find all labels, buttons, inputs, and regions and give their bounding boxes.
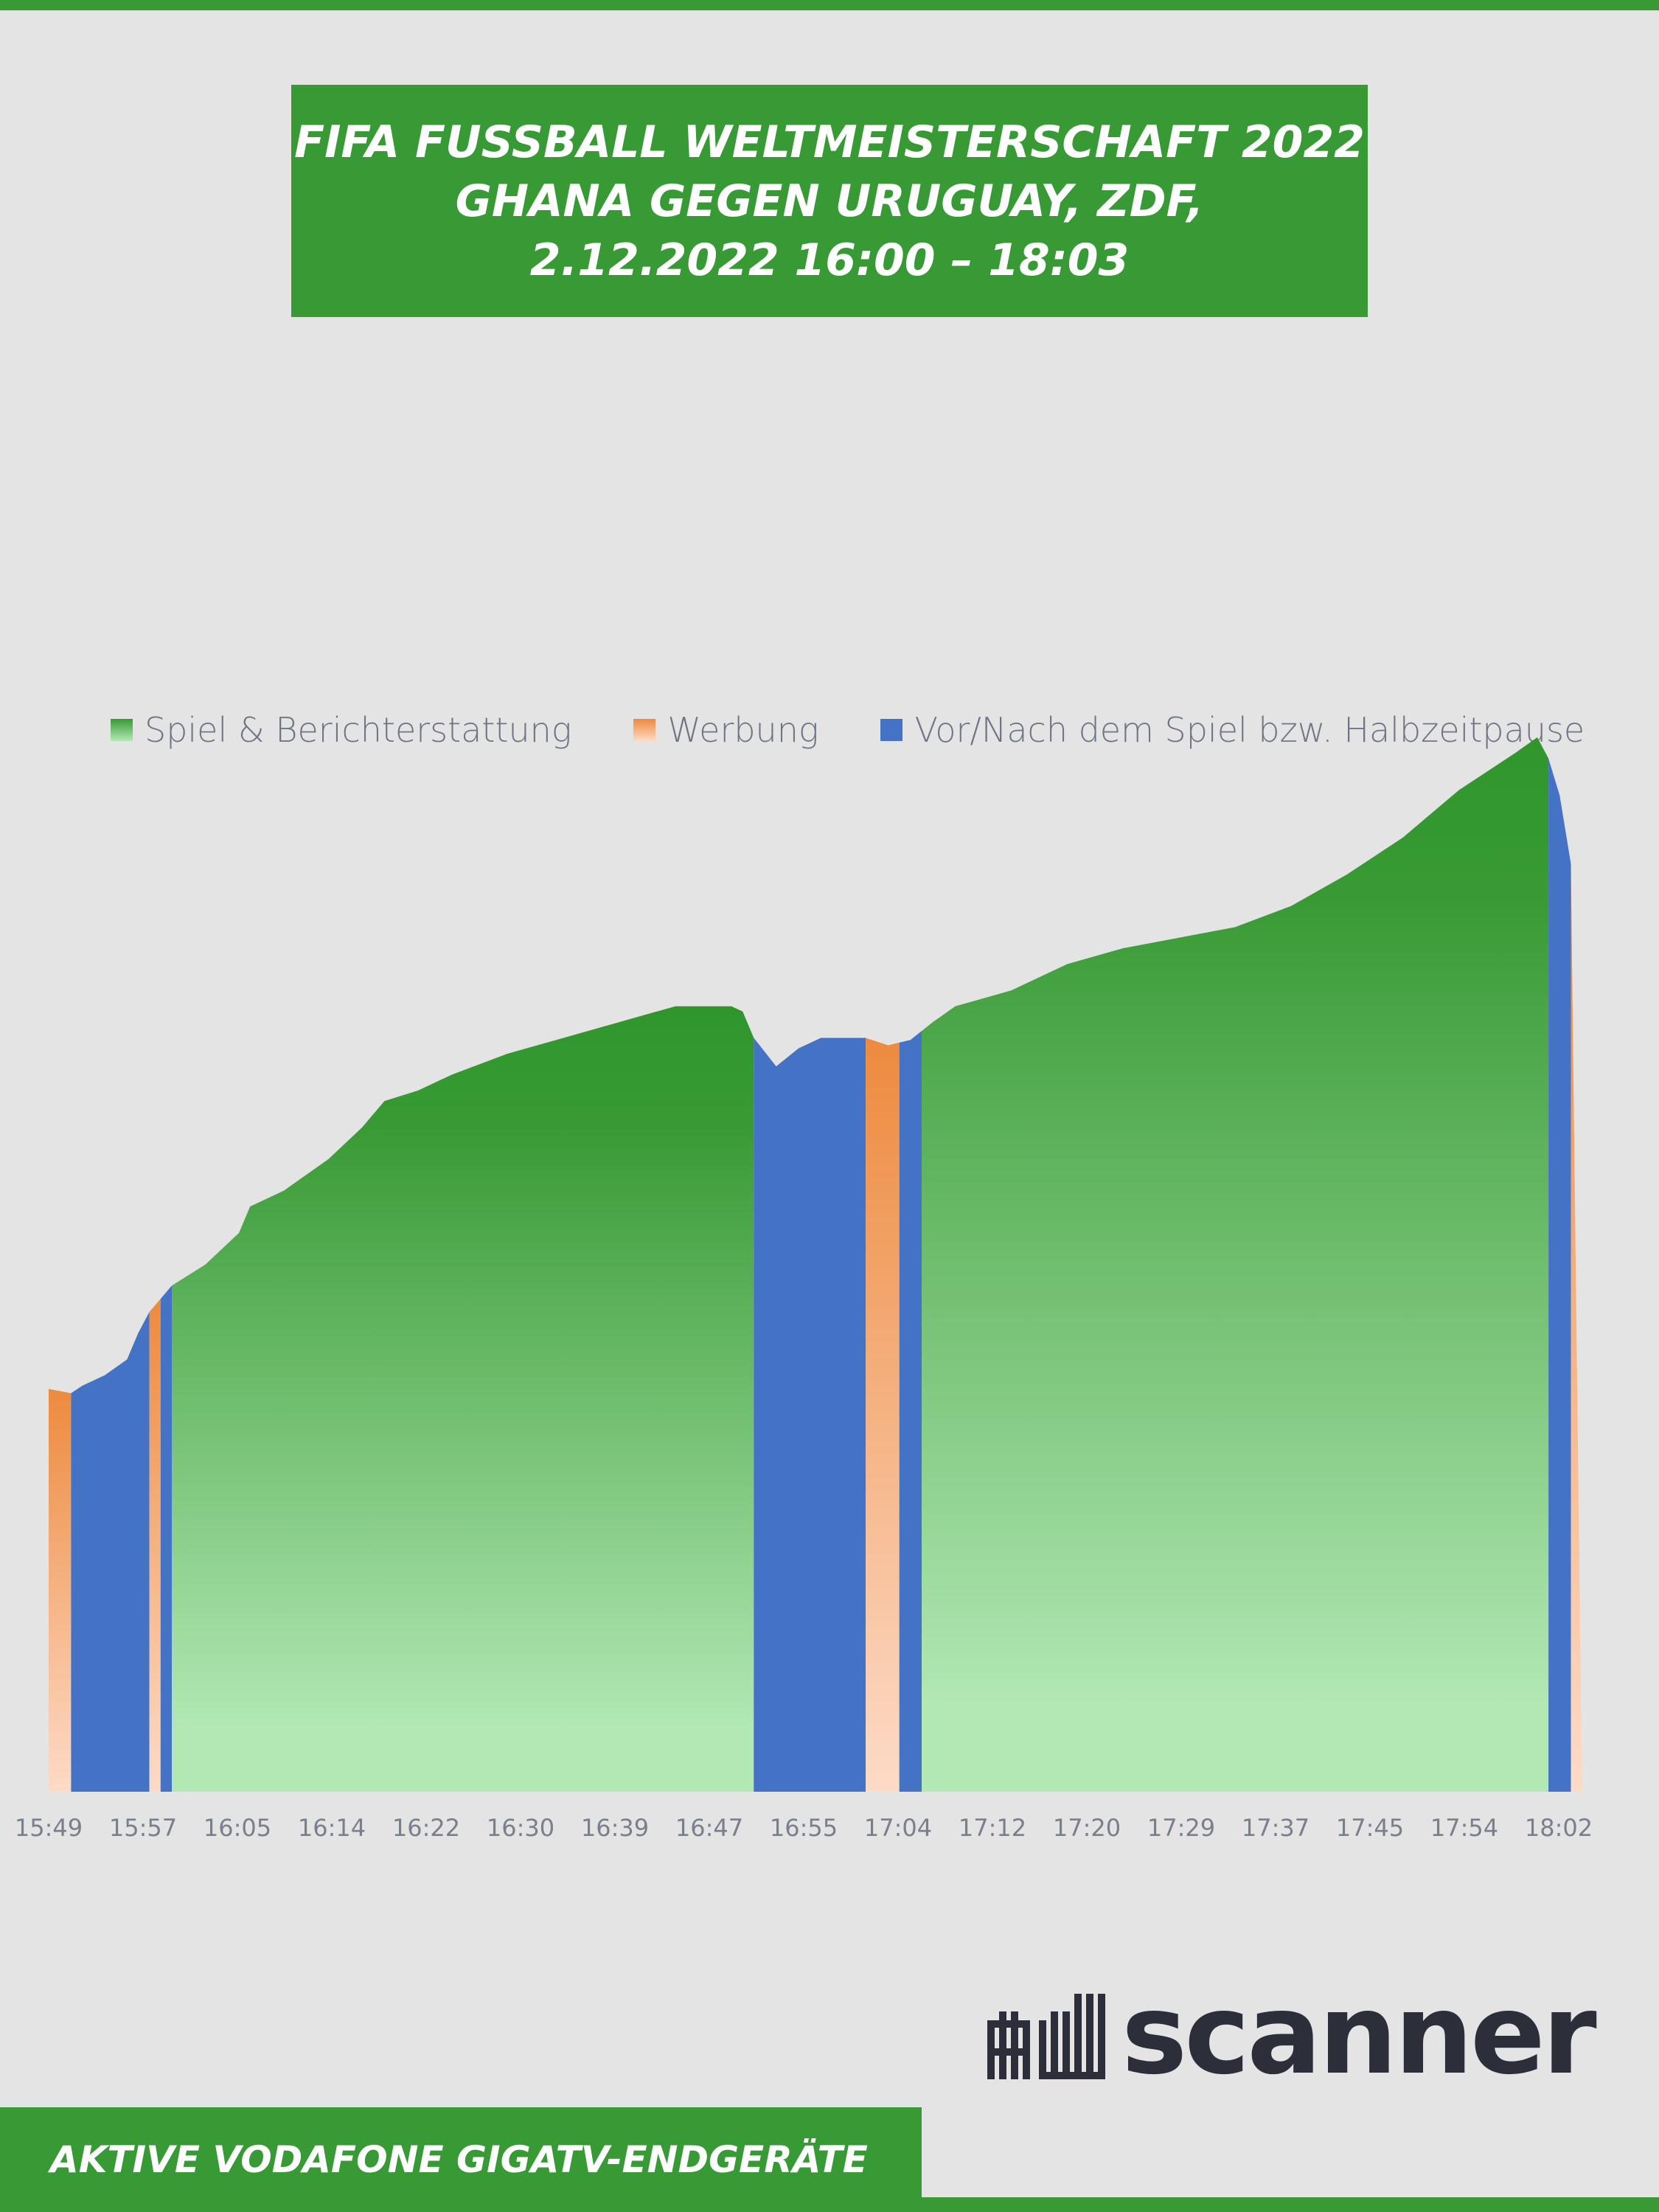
legend: Spiel & Berichterstattung Werbung Vor/Na… bbox=[111, 706, 1646, 754]
x-tick-label: 16:14 bbox=[298, 1814, 366, 1842]
chart-title: FIFA FUSSBALL WELTMEISTERSCHAFT 2022 GHA… bbox=[294, 116, 1365, 286]
area-segments bbox=[49, 737, 1582, 1792]
x-tick-label: 16:39 bbox=[581, 1814, 649, 1842]
top-accent-bar bbox=[0, 0, 1659, 10]
logo-ad-mark bbox=[987, 1994, 1105, 2079]
legend-label-ad: Werbung bbox=[667, 710, 819, 750]
x-tick-label: 16:05 bbox=[204, 1814, 271, 1842]
adscanner-logo: scanner bbox=[984, 1971, 1597, 2099]
area-segment-pre-post bbox=[754, 1037, 866, 1792]
area-segment-pre-post bbox=[1548, 758, 1571, 1792]
legend-swatch-pre-post bbox=[880, 719, 903, 741]
area-segment-ad bbox=[1571, 863, 1582, 1792]
footer-accent-line bbox=[922, 2197, 1659, 2212]
x-tick-label: 17:04 bbox=[864, 1814, 932, 1842]
legend-swatch-game bbox=[111, 719, 133, 741]
area-segment-pre-post bbox=[899, 1031, 922, 1792]
legend-item-pre-post: Vor/Nach dem Spiel bzw. Halbzeitpause bbox=[880, 710, 1585, 750]
x-axis-ticks: 15:49 15:57 16:05 16:14 16:22 16:30 16:39 16:47… bbox=[15, 1814, 1593, 1842]
legend-item-game: Spiel & Berichterstattung bbox=[111, 710, 571, 750]
footer-label: AKTIVE VODAFONE GIGATV-ENDGERÄTE bbox=[50, 2138, 868, 2181]
area-segment-pre-post bbox=[71, 1312, 150, 1792]
x-tick-label: 16:55 bbox=[770, 1814, 838, 1842]
x-tick-label: 16:47 bbox=[675, 1814, 743, 1842]
legend-label-game: Spiel & Berichterstattung bbox=[145, 710, 572, 750]
legend-label-pre-post: Vor/Nach dem Spiel bzw. Halbzeitpause bbox=[914, 710, 1585, 750]
area-segment-pre-post bbox=[160, 1285, 172, 1792]
x-tick-label: 15:49 bbox=[15, 1814, 83, 1842]
x-tick-label: 18:02 bbox=[1525, 1814, 1593, 1842]
title-banner: FIFA FUSSBALL WELTMEISTERSCHAFT 2022 GHA… bbox=[291, 85, 1368, 317]
x-tick-label: 17:29 bbox=[1147, 1814, 1215, 1842]
x-tick-label: 17:12 bbox=[959, 1814, 1026, 1842]
logo-wordmark: scanner bbox=[1121, 1971, 1597, 2099]
x-tick-label: 15:57 bbox=[109, 1814, 177, 1842]
legend-item-ad: Werbung bbox=[633, 710, 818, 750]
area-segment-game bbox=[922, 737, 1549, 1792]
x-tick-label: 17:20 bbox=[1053, 1814, 1121, 1842]
area-chart: 15:49 15:57 16:05 16:14 16:22 16:30 16:39 16:47… bbox=[15, 737, 1593, 1842]
x-tick-label: 16:22 bbox=[392, 1814, 460, 1842]
x-tick-label: 17:37 bbox=[1242, 1814, 1310, 1842]
area-segment-game bbox=[172, 1006, 754, 1792]
area-segment-ad bbox=[149, 1298, 161, 1792]
area-segment-ad bbox=[49, 1388, 72, 1792]
area-segment-ad bbox=[866, 1037, 900, 1792]
footer-banner: AKTIVE VODAFONE GIGATV-ENDGERÄTE bbox=[0, 2107, 922, 2212]
x-tick-label: 17:54 bbox=[1430, 1814, 1498, 1842]
legend-swatch-ad bbox=[633, 719, 656, 741]
x-tick-label: 17:45 bbox=[1336, 1814, 1404, 1842]
x-tick-label: 16:30 bbox=[487, 1814, 554, 1842]
